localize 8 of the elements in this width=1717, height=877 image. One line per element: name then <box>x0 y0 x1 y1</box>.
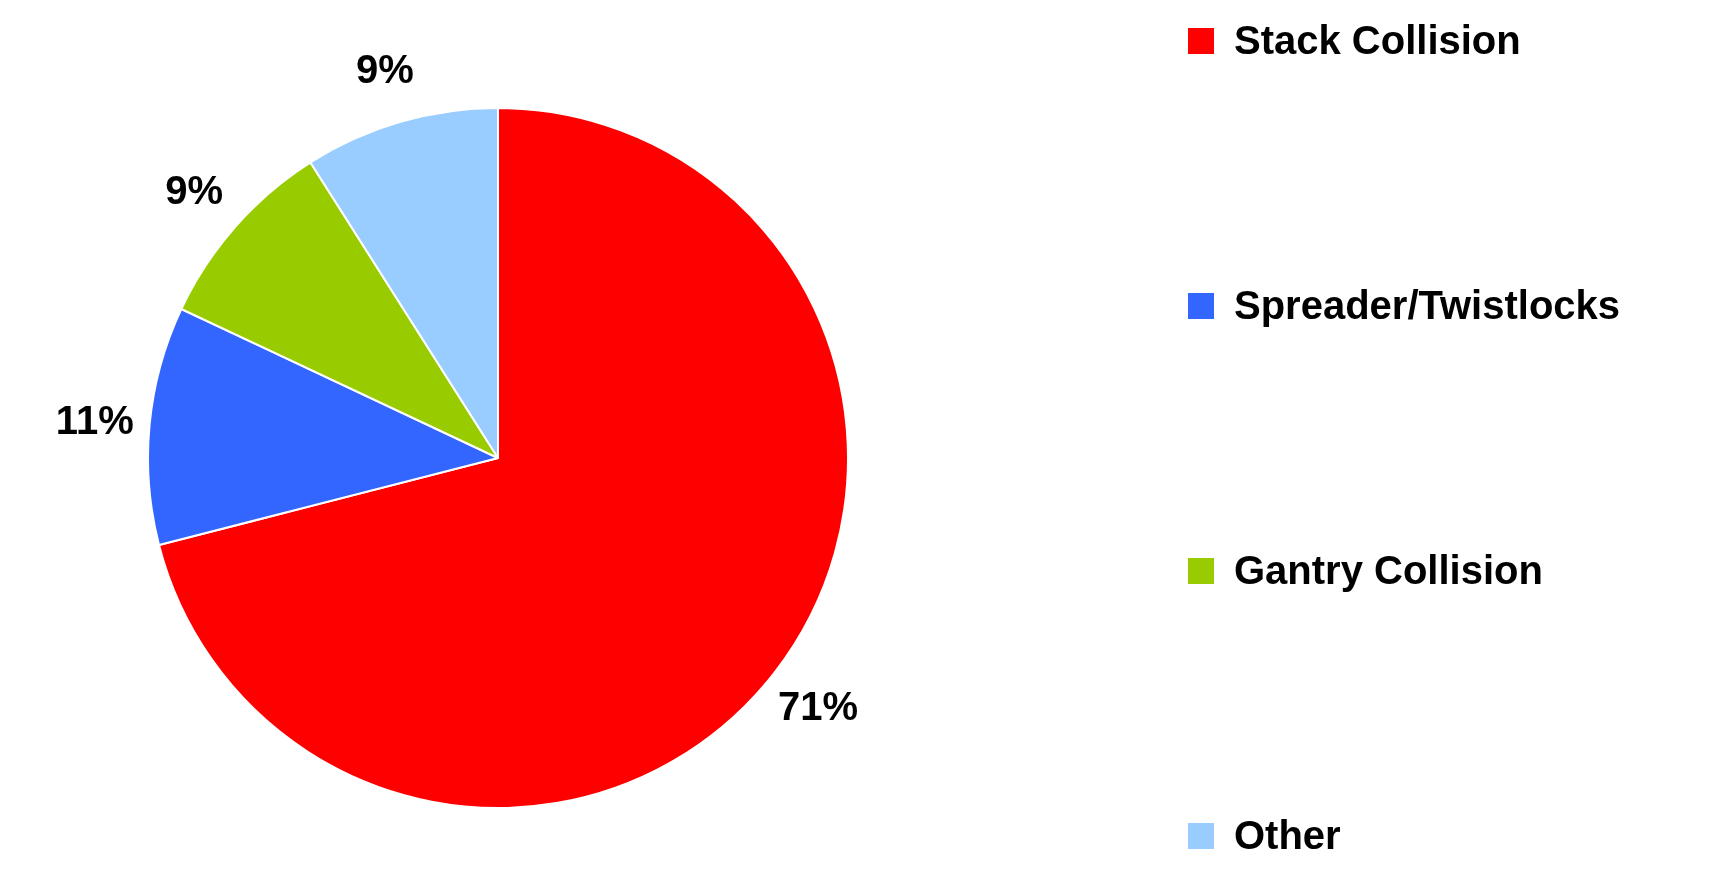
legend-label: Stack Collision <box>1234 18 1521 63</box>
data-label: 71% <box>777 684 859 729</box>
legend-label: Gantry Collision <box>1234 548 1543 593</box>
data-label: 11% <box>55 397 134 442</box>
data-label: 9% <box>356 47 414 92</box>
legend-label: Other <box>1234 813 1341 858</box>
data-label: 9% <box>165 168 224 213</box>
legend-label: Spreader/Twistlocks <box>1234 283 1621 328</box>
